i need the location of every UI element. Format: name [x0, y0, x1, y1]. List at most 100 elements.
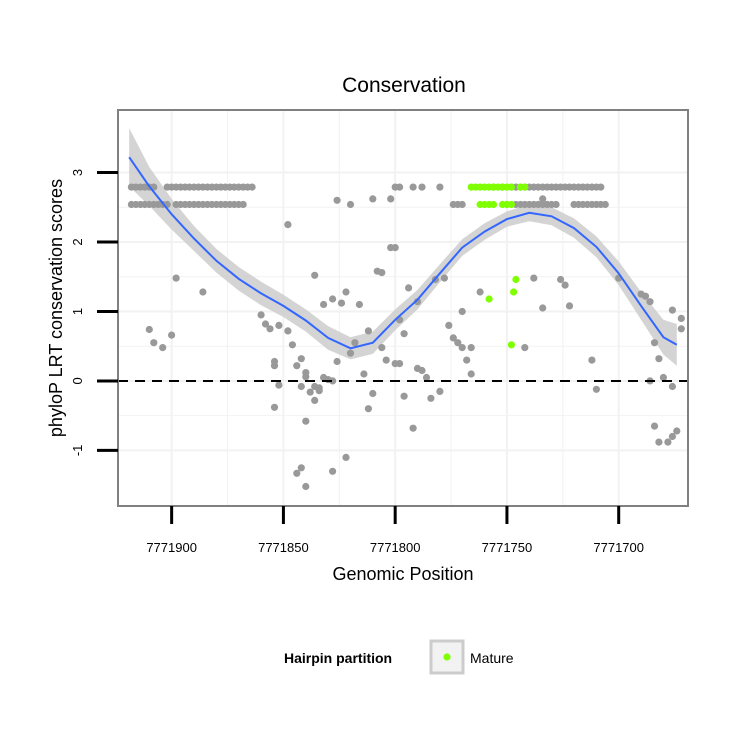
data-point — [275, 321, 283, 329]
x-axis: 7771900 7771850 7771800 7771750 7771700 — [146, 506, 644, 555]
data-point — [539, 304, 547, 312]
data-point — [387, 195, 395, 203]
mature-point — [507, 183, 515, 191]
data-point — [257, 311, 265, 319]
data-point — [378, 344, 386, 352]
data-point — [293, 469, 301, 477]
x-tick-label: 7771700 — [593, 540, 644, 555]
data-point — [601, 200, 609, 209]
data-point — [650, 339, 659, 347]
data-point — [449, 334, 457, 342]
data-point — [329, 295, 337, 303]
data-point — [422, 373, 431, 382]
data-point — [418, 183, 426, 191]
data-point — [467, 370, 475, 378]
data-point — [293, 362, 301, 370]
legend-key-box — [429, 639, 465, 675]
data-point — [346, 200, 355, 209]
panel-border — [117, 109, 689, 507]
data-point — [288, 341, 296, 349]
data-point — [364, 327, 372, 335]
data-point — [346, 349, 355, 357]
mature-point — [521, 183, 529, 191]
data-point — [409, 183, 417, 191]
y-tick-label: 0 — [70, 377, 85, 384]
data-point — [333, 196, 341, 204]
data-point — [668, 382, 677, 391]
y-axis: -1 0 1 2 3 — [70, 169, 118, 456]
legend-title: Hairpin partition — [284, 650, 392, 666]
x-tick-label: 7771900 — [146, 540, 197, 555]
smooth-line — [128, 156, 678, 350]
data-point — [655, 355, 663, 363]
data-point — [369, 195, 377, 203]
data-point — [261, 320, 270, 328]
data-point — [302, 417, 310, 425]
mature-point — [485, 295, 493, 303]
data-point — [329, 377, 337, 385]
data-point — [440, 274, 448, 282]
data-point — [561, 281, 569, 289]
data-point — [297, 464, 305, 472]
data-point — [315, 384, 323, 392]
x-tick-label: 7771750 — [482, 540, 533, 555]
data-point — [552, 200, 560, 209]
data-point — [364, 405, 372, 413]
data-point — [539, 195, 547, 203]
data-point — [646, 298, 654, 306]
data-point — [145, 325, 153, 334]
data-point — [239, 200, 247, 209]
data-point — [400, 330, 408, 338]
data-point — [476, 288, 484, 296]
data-point — [467, 344, 475, 352]
data-point — [168, 331, 176, 339]
data-point — [297, 355, 305, 363]
data-point — [557, 275, 565, 284]
x-tick-label: 7771850 — [258, 540, 309, 555]
data-point — [565, 302, 574, 310]
data-point — [650, 422, 659, 430]
data-point — [270, 362, 279, 370]
y-tick-label: -1 — [70, 445, 85, 457]
data-point — [458, 200, 466, 209]
data-point — [400, 392, 408, 400]
data-point — [369, 389, 377, 398]
plot-panel — [117, 109, 689, 507]
x-axis-title: Genomic Position — [332, 564, 473, 584]
data-point — [436, 387, 444, 395]
mature-point — [489, 200, 498, 209]
data-point — [275, 381, 283, 389]
data-point — [284, 221, 292, 229]
data-point — [445, 321, 453, 329]
data-point — [297, 382, 305, 391]
data-point — [458, 307, 466, 316]
x-tick-label: 7771800 — [370, 540, 421, 555]
y-axis-title: phyloP LRT conservation scores — [46, 179, 66, 437]
mature-point — [507, 200, 515, 209]
data-point — [521, 344, 529, 352]
y-tick-label: 2 — [70, 238, 85, 245]
data-point — [668, 432, 677, 441]
data-point — [248, 183, 256, 191]
data-point — [409, 424, 417, 432]
data-point — [342, 453, 350, 461]
legend-key-mature — [443, 653, 451, 661]
data-point — [382, 356, 390, 364]
confidence-band — [129, 128, 677, 366]
data-point — [302, 482, 310, 491]
legend-label-mature: Mature — [470, 650, 514, 666]
data-point — [172, 274, 180, 282]
confidence-band-group — [129, 128, 677, 366]
chart-title: Conservation — [342, 74, 466, 97]
data-point — [284, 327, 292, 335]
mature-point — [512, 275, 520, 284]
data-point — [360, 370, 368, 378]
data-point — [463, 356, 471, 364]
data-point — [342, 288, 350, 296]
data-point — [588, 356, 596, 364]
data-point — [530, 274, 538, 282]
data-point — [320, 373, 328, 382]
data-point — [405, 284, 413, 292]
data-point — [337, 299, 346, 307]
